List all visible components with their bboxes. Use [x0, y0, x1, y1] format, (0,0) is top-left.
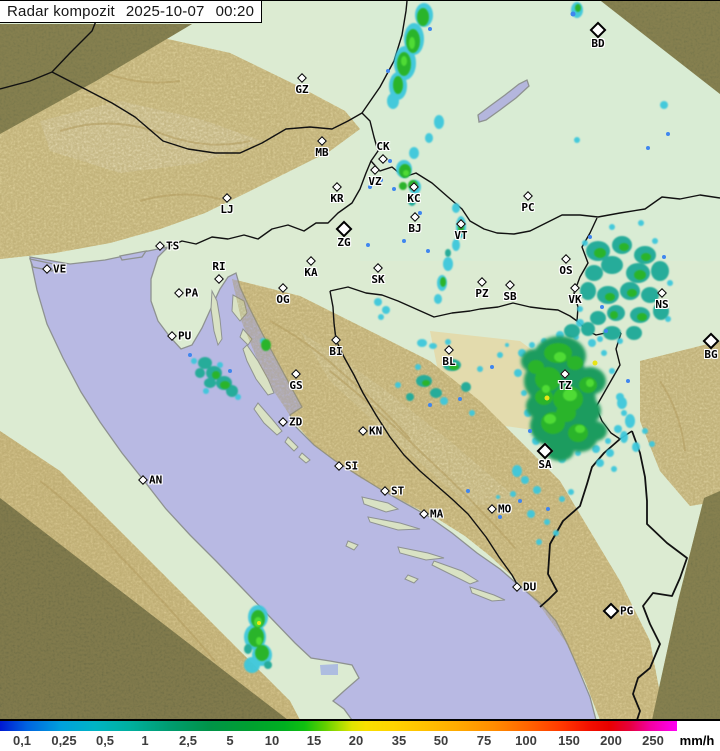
product-name: Radar kompozit [7, 3, 115, 20]
intensity-color-bar [0, 721, 677, 731]
legend-tick-35: 35 [391, 733, 407, 748]
legend-tick-10: 10 [264, 733, 280, 748]
lake-balaton [477, 79, 530, 123]
date-label: 2025-10-07 [125, 3, 205, 20]
intensity-legend: 0,1 0,25 0,5 1 2,5 5 10 15 20 35 50 75 100 150 200 250 … [0, 719, 720, 751]
legend-tick-20: 20 [348, 733, 364, 748]
gargano-lagoon [320, 664, 338, 675]
radar-echoes [188, 2, 673, 673]
radar-map-canvas [0, 1, 720, 720]
legend-tick-200: 200 [600, 733, 622, 748]
radar-map: BD GZ MB CK VZ KR KC PC LJ BJ VT ZG TS OS KA SK VE RI PZ SB… [0, 0, 720, 720]
legend-tick-250: 250 [642, 733, 664, 748]
legend-tick-150: 150 [558, 733, 580, 748]
lagoon-grado [119, 250, 148, 261]
legend-tick-5: 5 [226, 733, 234, 748]
legend-tick-15: 15 [306, 733, 322, 748]
legend-tick-75: 75 [476, 733, 492, 748]
legend-tick-0,5: 0,5 [95, 733, 115, 748]
legend-tick-1: 1 [141, 733, 149, 748]
legend-unit: mm/h [679, 733, 715, 748]
time-label: 00:20 [215, 3, 255, 20]
legend-tick-2,5: 2,5 [178, 733, 198, 748]
legend-tick-0,25: 0,25 [51, 733, 77, 748]
legend-tick-50: 50 [433, 733, 449, 748]
adriatic-islands [210, 289, 506, 602]
legend-tick-100: 100 [515, 733, 537, 748]
title-bar: Radar kompozit 2025-10-07 00:20 [0, 1, 262, 23]
legend-tick-0,1: 0,1 [12, 733, 32, 748]
